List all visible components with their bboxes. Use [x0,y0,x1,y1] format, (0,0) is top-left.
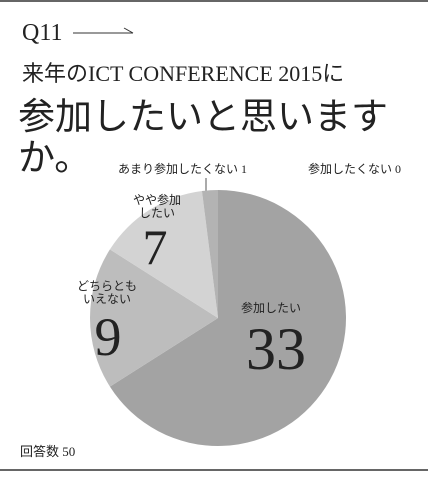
pie-slice [109,191,218,318]
question-number: Q11 [22,20,63,46]
pie-slice [89,249,218,387]
chart-title: 参加したいと思いますか。 [18,97,388,179]
slice-label: あまり参加したくない [118,162,239,176]
slice-label-group: あまり参加したくない 1 [118,162,248,176]
slice-value: 9 [94,307,122,367]
slice-label: どちらとも いえない [76,279,137,307]
total-value: 50 [62,444,76,459]
slice-value: 1 [241,162,248,176]
slice-label: やや参加 したい [132,193,181,221]
slice-label-group: 参加したくない 0 [308,162,402,176]
total-label: 回答数 [20,444,60,459]
slice-value: 33 [246,316,306,382]
slice-label: 参加したくない [308,162,393,176]
pie-slice [109,190,346,447]
slice-value: 0 [395,162,402,176]
slice-value: 7 [142,219,168,275]
chart-subtitle: 来年のICT CONFERENCE 2015に [22,61,345,86]
slice-label: 参加したい [240,301,301,315]
pie-slice [201,190,218,318]
arrow-head [123,27,134,34]
total: 回答数 50 [20,444,76,459]
